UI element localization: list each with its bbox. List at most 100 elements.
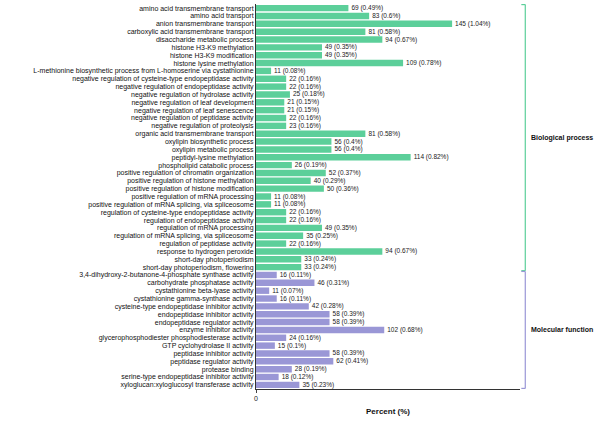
svg-text:amino acid transmembrane trans: amino acid transmembrane transport: [139, 5, 253, 13]
svg-text:endopeptidase inhibitor activi: endopeptidase inhibitor activity: [158, 311, 254, 319]
svg-text:serine-type endopeptidase inhi: serine-type endopeptidase inhibitor acti…: [121, 373, 254, 381]
svg-text:0: 0: [254, 395, 258, 402]
svg-text:Molecular function: Molecular function: [531, 326, 593, 333]
svg-text:81 (0.58%): 81 (0.58%): [368, 28, 400, 36]
svg-text:regulation of mRNA splicing, v: regulation of mRNA splicing, via spliceo…: [114, 232, 254, 240]
svg-text:94 (0.67%): 94 (0.67%): [385, 247, 417, 255]
svg-text:peptidase inhibitor activity: peptidase inhibitor activity: [173, 350, 254, 358]
svg-text:negative regulation of endopep: negative regulation of endopeptidase act…: [115, 83, 254, 91]
svg-text:enzyme inhibitor activity: enzyme inhibitor activity: [179, 326, 254, 334]
svg-text:disaccharide metabolic process: disaccharide metabolic process: [156, 36, 254, 44]
svg-text:organic acid transmembrane tra: organic acid transmembrane transport: [135, 130, 253, 138]
svg-text:102 (0.68%): 102 (0.68%): [387, 326, 422, 334]
svg-text:109 (0.78%): 109 (0.78%): [406, 59, 441, 67]
svg-text:49 (0.35%): 49 (0.35%): [325, 51, 357, 59]
svg-text:21 (0.15%): 21 (0.15%): [287, 98, 319, 106]
svg-text:cystathionine beta-lyase activ: cystathionine beta-lyase activity: [155, 287, 254, 295]
svg-text:oxylipin metabolic process: oxylipin metabolic process: [172, 146, 254, 154]
svg-text:58 (0.39%): 58 (0.39%): [333, 318, 365, 326]
svg-text:35 (0.23%): 35 (0.23%): [302, 381, 334, 389]
svg-text:11 (0.08%): 11 (0.08%): [274, 67, 305, 75]
svg-text:xyloglucan:xyloglucosyl transf: xyloglucan:xyloglucosyl transferase acti…: [121, 381, 255, 389]
svg-text:26 (0.19%): 26 (0.19%): [295, 161, 327, 169]
svg-text:22 (0.16%): 22 (0.16%): [289, 75, 321, 83]
svg-text:cysteine-type endopeptidase in: cysteine-type endopeptidase inhibitor ac…: [115, 303, 254, 311]
svg-text:23 (0.16%): 23 (0.16%): [289, 122, 321, 130]
svg-text:50 (0.36%): 50 (0.36%): [327, 185, 359, 193]
svg-text:11 (0.07%): 11 (0.07%): [272, 287, 303, 295]
svg-text:peptidyl-lysine methylation: peptidyl-lysine methylation: [171, 154, 253, 162]
svg-text:22 (0.16%): 22 (0.16%): [289, 216, 321, 224]
svg-text:114 (0.82%): 114 (0.82%): [414, 153, 449, 161]
svg-text:oxylipin biosynthetic process: oxylipin biosynthetic process: [165, 138, 254, 146]
svg-text:short-day photoperiodism: short-day photoperiodism: [175, 256, 254, 264]
svg-text:Percent (%): Percent (%): [366, 407, 410, 416]
svg-text:histone lysine methylation: histone lysine methylation: [173, 60, 253, 68]
svg-text:58 (0.39%): 58 (0.39%): [333, 310, 365, 318]
svg-text:negative regulation of hydrola: negative regulation of hydrolase activit…: [131, 91, 254, 99]
svg-text:amino acid transport: amino acid transport: [190, 12, 253, 20]
svg-text:short-day photoperiodism, flow: short-day photoperiodism, flowering: [143, 264, 254, 272]
svg-text:regulation of peptidase activi: regulation of peptidase activity: [159, 240, 254, 248]
svg-text:22 (0.16%): 22 (0.16%): [289, 240, 321, 248]
svg-text:49 (0.35%): 49 (0.35%): [325, 43, 357, 51]
svg-text:histone H3-K9 methylation: histone H3-K9 methylation: [171, 44, 253, 52]
svg-text:negative regulation of peptida: negative regulation of peptidase activit…: [131, 114, 254, 122]
svg-text:16 (0.11%): 16 (0.11%): [280, 271, 311, 279]
svg-text:46 (0.31%): 46 (0.31%): [317, 279, 349, 287]
svg-text:positive regulation of mRNA pr: positive regulation of mRNA processing: [131, 193, 253, 201]
svg-text:positive regulation of chromat: positive regulation of chromatin organiz…: [117, 169, 254, 177]
svg-text:15 (0.1%): 15 (0.1%): [278, 342, 306, 350]
svg-text:endopeptidase regulator activi: endopeptidase regulator activity: [155, 319, 254, 327]
svg-text:83 (0.6%): 83 (0.6%): [372, 12, 400, 20]
svg-text:56 (0.4%): 56 (0.4%): [334, 138, 362, 146]
svg-text:22 (0.16%): 22 (0.16%): [289, 83, 321, 91]
svg-text:histone H3-K9 modification: histone H3-K9 modification: [170, 52, 254, 59]
svg-text:33 (0.24%): 33 (0.24%): [304, 263, 336, 271]
svg-text:25 (0.18%): 25 (0.18%): [293, 90, 325, 98]
svg-text:49 (0.35%): 49 (0.35%): [325, 224, 357, 232]
svg-text:carbohydrate phosphatase activ: carbohydrate phosphatase activity: [147, 279, 254, 287]
svg-text:58 (0.39%): 58 (0.39%): [333, 349, 365, 357]
svg-text:regulation of mRNA processing: regulation of mRNA processing: [157, 224, 254, 232]
svg-text:3,4-dihydroxy-2-butanone-4-pho: 3,4-dihydroxy-2-butanone-4-phosphate syn…: [79, 271, 254, 279]
svg-text:negative regulation of cystein: negative regulation of cysteine-type end…: [72, 75, 254, 83]
svg-text:positive regulation of histone: positive regulation of histone methylati…: [127, 177, 254, 185]
svg-text:regulation of endopeptidase ac: regulation of endopeptidase activity: [144, 217, 254, 225]
svg-text:145 (1.04%): 145 (1.04%): [455, 20, 490, 28]
svg-text:Biological process: Biological process: [531, 134, 593, 142]
svg-text:94 (0.67%): 94 (0.67%): [385, 36, 417, 44]
svg-text:protease binding: protease binding: [202, 366, 254, 374]
svg-text:peptidase regulator activity: peptidase regulator activity: [170, 358, 254, 366]
svg-text:glycerophosphodiester phosphod: glycerophosphodiester phosphodiesterase …: [99, 334, 254, 342]
svg-text:56 (0.4%): 56 (0.4%): [334, 145, 362, 153]
svg-text:33 (0.24%): 33 (0.24%): [304, 255, 336, 263]
svg-text:11 (0.08%): 11 (0.08%): [274, 193, 305, 201]
svg-text:cystathionine gamma-synthase a: cystathionine gamma-synthase activity: [134, 295, 254, 303]
svg-text:40 (0.29%): 40 (0.29%): [314, 177, 346, 185]
svg-text:response to hydrogen peroxide: response to hydrogen peroxide: [157, 248, 254, 256]
svg-text:81 (0.58%): 81 (0.58%): [368, 130, 400, 138]
svg-text:21 (0.15%): 21 (0.15%): [287, 106, 319, 114]
svg-text:69 (0.49%): 69 (0.49%): [351, 4, 383, 12]
svg-text:52 (0.37%): 52 (0.37%): [329, 169, 361, 177]
svg-text:24 (0.16%): 24 (0.16%): [289, 334, 321, 342]
svg-text:anion transmembrane transport: anion transmembrane transport: [156, 20, 254, 28]
svg-text:L-methionine biosynthetic proc: L-methionine biosynthetic process from L…: [33, 67, 253, 75]
svg-text:negative regulation of proteol: negative regulation of proteolysis: [151, 122, 254, 130]
svg-text:35 (0.25%): 35 (0.25%): [306, 232, 338, 240]
svg-text:negative regulation of leaf de: negative regulation of leaf development: [131, 99, 253, 107]
svg-text:42 (0.28%): 42 (0.28%): [312, 302, 344, 310]
svg-text:22 (0.16%): 22 (0.16%): [289, 114, 321, 122]
svg-text:positive regulation of mRNA sp: positive regulation of mRNA splicing, vi…: [88, 201, 253, 209]
svg-text:regulation of cysteine-type en: regulation of cysteine-type endopeptidas…: [101, 209, 254, 217]
svg-text:16 (0.11%): 16 (0.11%): [280, 295, 311, 303]
svg-text:62 (0.41%): 62 (0.41%): [336, 357, 368, 365]
svg-text:phospholipid catabolic process: phospholipid catabolic process: [158, 162, 254, 170]
svg-text:18 (0.12%): 18 (0.12%): [282, 373, 314, 381]
svg-text:11 (0.08%): 11 (0.08%): [274, 200, 305, 208]
svg-text:22 (0.16%): 22 (0.16%): [289, 208, 321, 216]
svg-text:positive regulation of histone: positive regulation of histone modificat…: [126, 185, 254, 193]
svg-text:GTP cyclohydrolase II activity: GTP cyclohydrolase II activity: [162, 342, 254, 350]
svg-text:negative regulation of leaf se: negative regulation of leaf senescence: [134, 107, 254, 115]
